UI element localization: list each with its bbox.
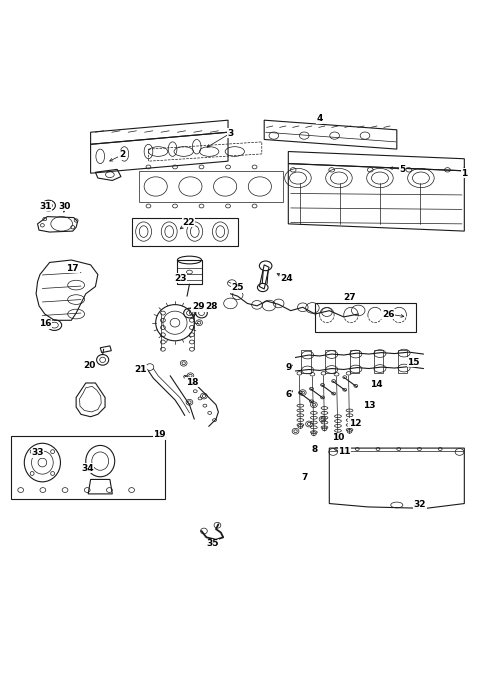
Text: 29: 29 (192, 302, 204, 311)
Text: 6: 6 (285, 390, 291, 399)
Bar (373, 350, 382, 373)
Text: 22: 22 (182, 218, 195, 227)
Text: 34: 34 (81, 464, 93, 473)
Text: 3: 3 (227, 129, 233, 137)
Text: 35: 35 (206, 539, 218, 548)
Text: 14: 14 (369, 380, 382, 389)
Text: 15: 15 (407, 358, 419, 367)
Text: 10: 10 (331, 433, 344, 442)
Bar (301, 350, 310, 373)
Text: 21: 21 (134, 365, 146, 374)
Text: 11: 11 (338, 447, 350, 456)
Text: 7: 7 (301, 473, 307, 482)
Text: 33: 33 (31, 449, 44, 458)
Text: 2: 2 (119, 150, 125, 159)
Text: 4: 4 (316, 114, 322, 123)
Bar (349, 350, 359, 373)
Text: 20: 20 (83, 360, 95, 369)
Text: 32: 32 (413, 501, 425, 510)
Text: 13: 13 (362, 401, 374, 410)
Text: 30: 30 (59, 202, 71, 211)
Text: 26: 26 (381, 310, 393, 319)
Bar (397, 350, 407, 373)
Text: 19: 19 (153, 430, 166, 439)
Bar (131, 218, 237, 246)
Text: 23: 23 (174, 274, 187, 283)
Text: 1: 1 (460, 169, 467, 178)
Text: 8: 8 (311, 445, 318, 453)
Text: 9: 9 (285, 363, 291, 371)
Text: 17: 17 (66, 264, 79, 273)
Text: 28: 28 (204, 302, 217, 311)
Bar (138, 171, 283, 202)
Text: 16: 16 (39, 319, 52, 328)
Bar (177, 260, 201, 284)
Bar (314, 304, 415, 332)
Text: 27: 27 (343, 293, 355, 302)
Text: 18: 18 (185, 378, 197, 386)
Text: 24: 24 (280, 274, 292, 283)
Text: 5: 5 (399, 165, 405, 174)
Text: 12: 12 (348, 419, 361, 428)
Text: 31: 31 (39, 202, 52, 211)
Text: 25: 25 (231, 283, 243, 293)
Bar (11, 436, 165, 499)
Bar (325, 350, 334, 373)
